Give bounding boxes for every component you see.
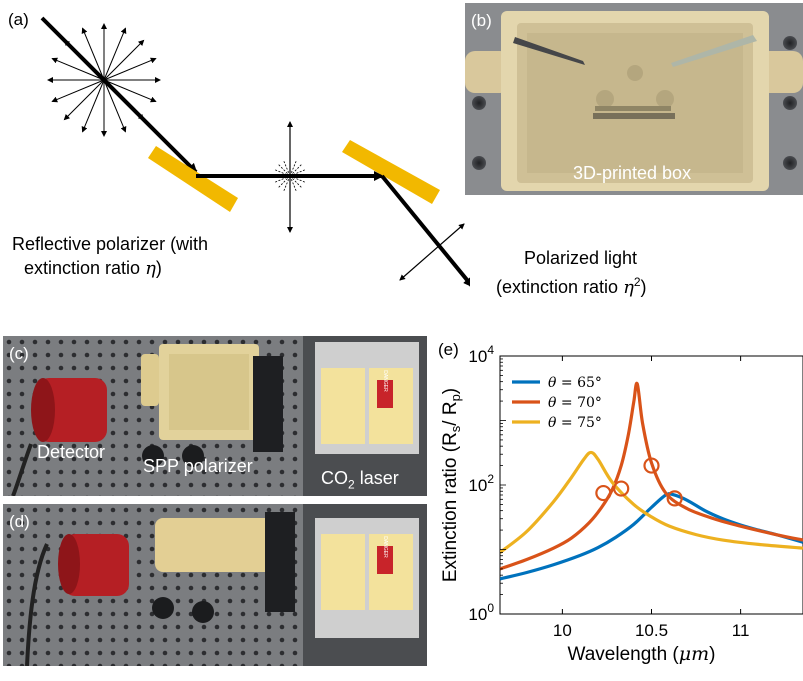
danger-sign-c: DANGER	[382, 370, 388, 392]
danger-sign-d: DANGER	[382, 536, 388, 558]
setup-photo-d-drawing	[3, 504, 427, 666]
incident-beam	[40, 16, 198, 174]
series-line-2	[500, 450, 803, 554]
setup-photo-c-drawing	[3, 336, 427, 496]
eta-symbol: η	[623, 277, 634, 298]
legend-entry-0: θ = 65°	[548, 375, 602, 391]
eta-symbol: η	[145, 258, 156, 279]
legend-entry-2: θ = 75°	[548, 415, 602, 431]
caption-close: )	[155, 258, 162, 278]
y-tick-label-2: 104	[468, 343, 494, 366]
legend-entry-1: θ = 70°	[548, 395, 602, 411]
marker-0	[595, 484, 612, 502]
co2-laser-label: CO2 laser	[321, 468, 399, 492]
out-text: (extinction ratio	[496, 277, 624, 297]
box-photo: (b) 3D-printed box	[465, 3, 803, 195]
polarizer-schematic	[40, 16, 470, 288]
panel-d-label: (d)	[9, 512, 30, 531]
x-ticks: 10 10.5 11	[553, 356, 750, 640]
co-text: CO	[321, 468, 348, 488]
panel-b-label: (b)	[471, 11, 492, 30]
x-axis-label: Wavelength (μm)	[568, 643, 716, 665]
panel-e-label: (e)	[438, 340, 459, 359]
y-tick-label-0: 100	[468, 601, 494, 624]
setup-photo-c: (c) Detector SPP polarizer CO2 laser DAN…	[3, 336, 427, 496]
x-tick-label-1: 10.5	[635, 621, 668, 640]
eta-exponent: 2	[633, 275, 641, 289]
extinction-ratio-chart: 10 10.5 11 100 102 104 θ = 65° θ = 70° θ = 75°…	[440, 343, 803, 665]
marker-3	[666, 490, 683, 507]
subscript-2: 2	[348, 477, 355, 492]
panel-a-label: (a)	[8, 10, 29, 29]
out-close: )	[640, 277, 647, 297]
spp-polarizer-label: SPP polarizer	[143, 456, 253, 476]
polarizer-caption-line1: Reflective polarizer (with	[12, 234, 209, 254]
polarized-light-line2: (extinction ratio η2)	[496, 270, 647, 300]
box-label: 3D-printed box	[573, 163, 692, 183]
marker-1	[613, 480, 630, 497]
laser-text: laser	[354, 468, 399, 488]
marker-layer	[595, 457, 683, 507]
y-axis-label: Extinction ratio (Rs/ Rp)	[440, 388, 463, 582]
legend: θ = 65° θ = 70° θ = 75°	[512, 375, 602, 431]
caption-text: extinction ratio	[24, 258, 146, 278]
reflective-plate-1	[148, 146, 238, 212]
marker-2	[643, 457, 660, 474]
plot-frame	[499, 355, 803, 615]
output-polarization-arrow	[399, 223, 465, 281]
panel-c-label: (c)	[9, 344, 29, 363]
polarized-light-caption: Polarized light (extinction ratio η2)	[496, 246, 647, 300]
y-ticks: 100 102 104	[468, 343, 506, 624]
setup-photo-d: (d) DANGER	[3, 504, 427, 666]
residual-polarization-icon	[274, 160, 306, 192]
polarized-light-line1: Polarized light	[524, 248, 638, 268]
polarizer-caption: Reflective polarizer (with extinction ra…	[12, 232, 208, 281]
series-layer	[500, 381, 803, 581]
x-tick-label-0: 10	[553, 621, 572, 640]
x-tick-label-2: 11	[732, 621, 750, 640]
polarizer-caption-line2: extinction ratio η)	[12, 256, 208, 281]
y-tick-label-1: 102	[468, 472, 494, 495]
detector-label: Detector	[37, 442, 106, 462]
series-line-1	[500, 381, 803, 571]
reflective-plate-2	[342, 140, 440, 204]
box-photo-drawing	[465, 3, 803, 195]
